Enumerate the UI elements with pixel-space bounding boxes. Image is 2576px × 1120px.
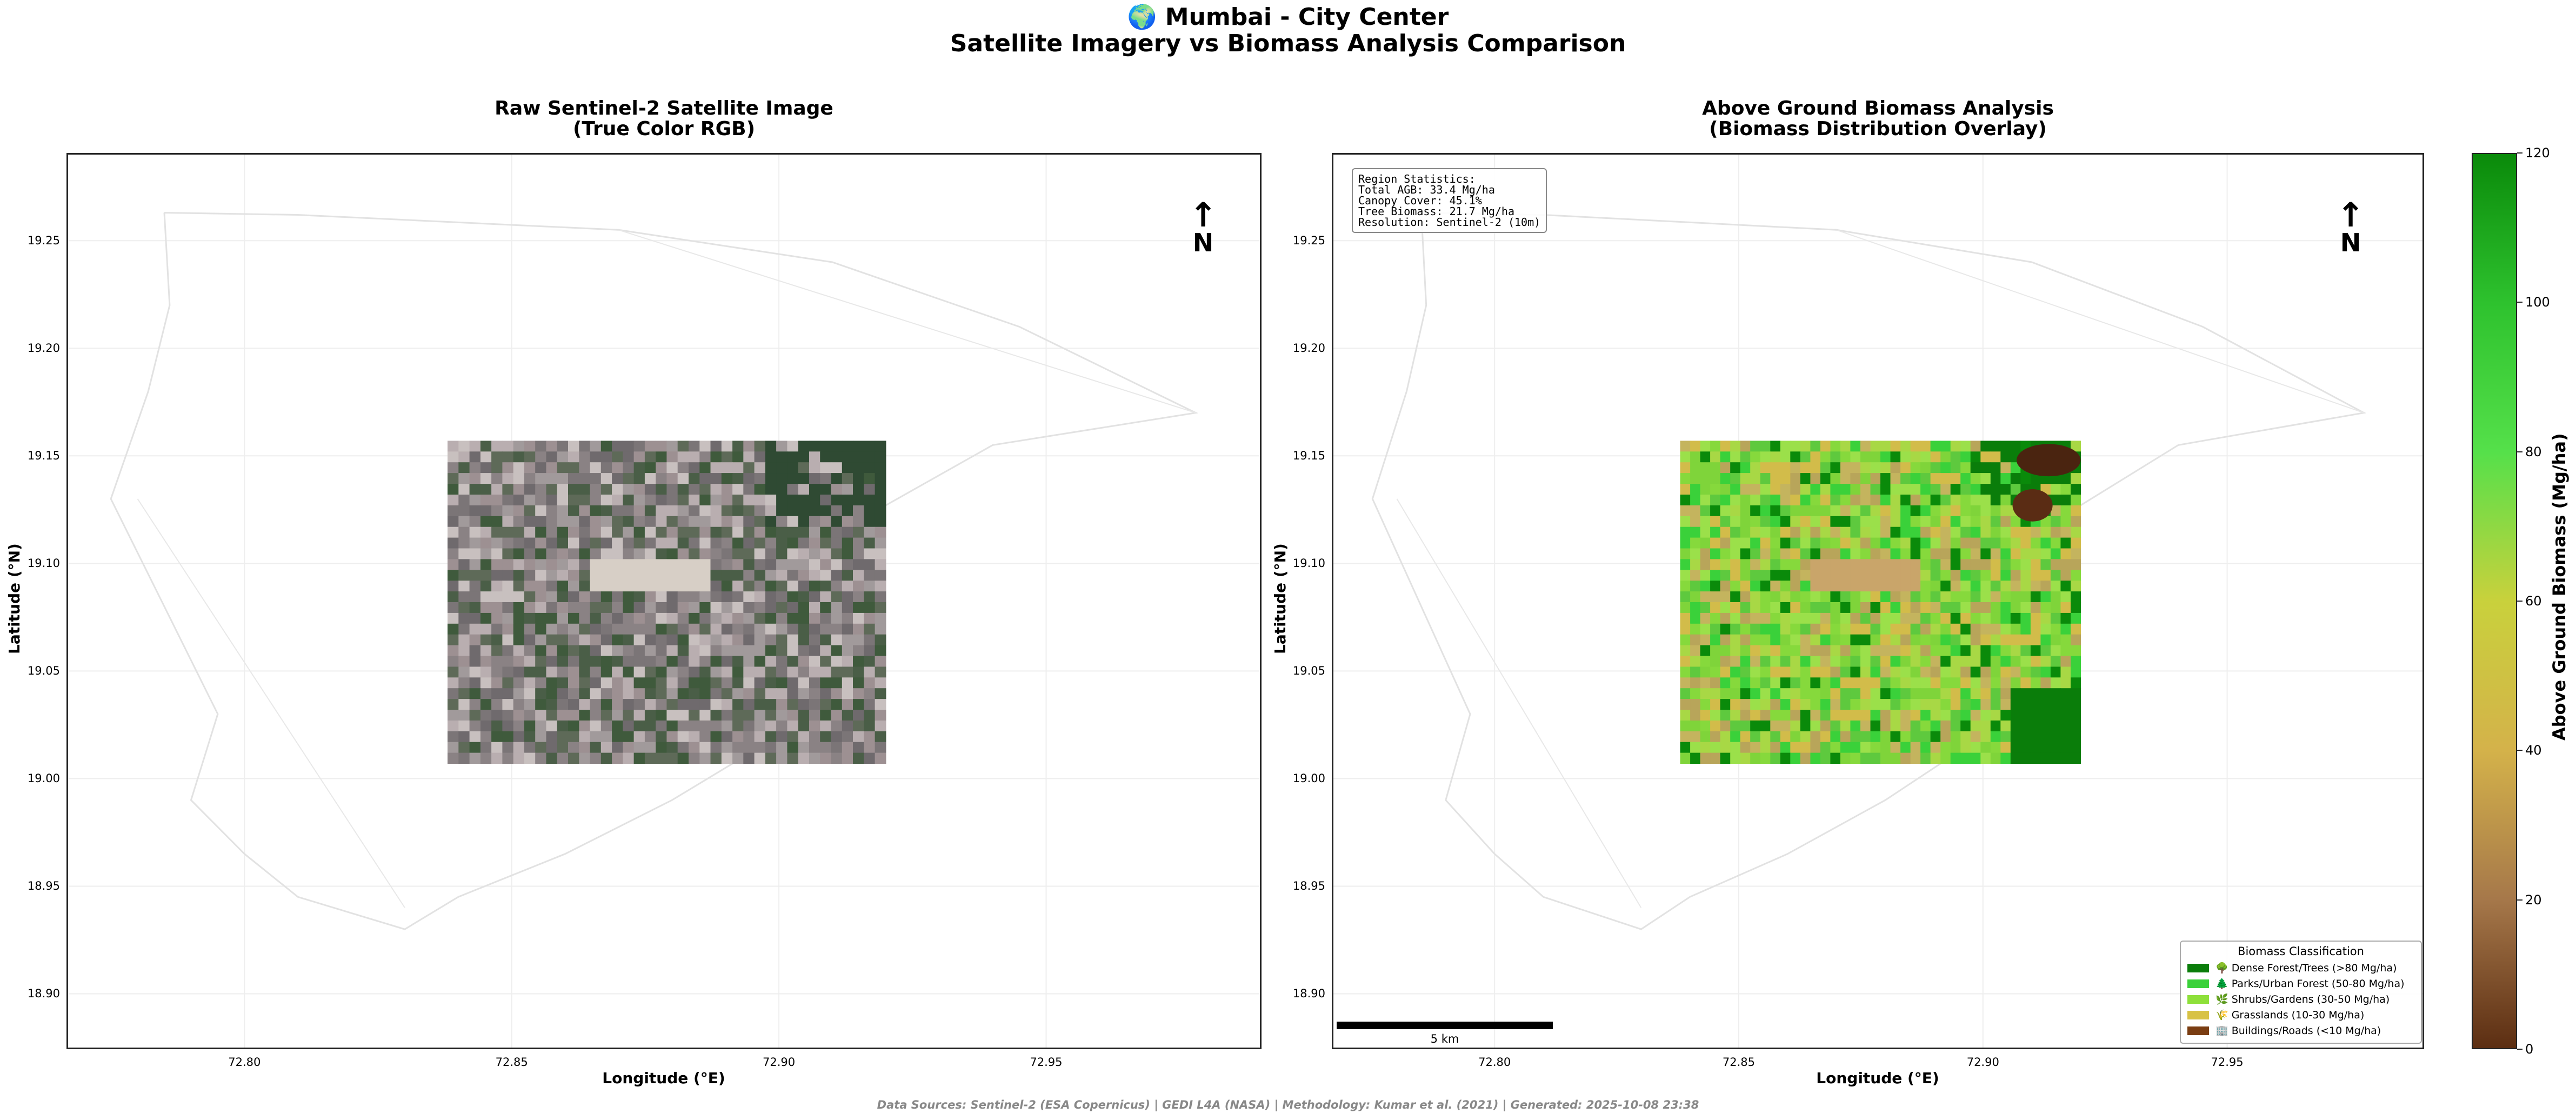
north-arrow-icon: ↑ — [2326, 200, 2375, 230]
right-panel-title: Above Ground Biomass Analysis — [1332, 98, 2424, 119]
right-x-axis-label: Longitude (°E) — [1816, 1069, 1939, 1087]
colorbar-tick-mark — [2517, 750, 2522, 751]
colorbar-tick-mark — [2517, 152, 2522, 154]
y-tick-label: 19.15 — [22, 449, 60, 462]
left-panel-title: Raw Sentinel-2 Satellite Image — [66, 98, 1262, 119]
boundary-line — [618, 230, 1196, 412]
legend-swatch — [2187, 964, 2209, 972]
legend-item: 🌳 Dense Forest/Trees (>80 Mg/ha) — [2187, 960, 2414, 976]
right-y-axis-label: Latitude (°N) — [1271, 543, 1289, 654]
low-biomass-patch — [2013, 489, 2053, 522]
satellite-raster — [448, 441, 886, 764]
y-tick-label: 18.90 — [1287, 987, 1325, 1000]
x-tick-label: 72.90 — [1967, 1056, 1999, 1069]
x-tick-label: 72.95 — [1030, 1056, 1062, 1069]
stats-line: Canopy Cover: 45.1% — [1358, 195, 1540, 206]
north-arrow-label: N — [1179, 230, 1227, 255]
y-tick-label: 18.90 — [22, 987, 60, 1000]
colorbar-tick-label: 0 — [2525, 1042, 2533, 1057]
legend-item: 🌲 Parks/Urban Forest (50-80 Mg/ha) — [2187, 976, 2414, 991]
biomass-legend: Biomass Classification 🌳 Dense Forest/Tr… — [2180, 941, 2422, 1044]
legend-item-label: 🌾 Grasslands (10-30 Mg/ha) — [2215, 1009, 2364, 1021]
colorbar-tick-mark — [2517, 899, 2522, 901]
y-tick-label: 18.95 — [22, 879, 60, 892]
colorbar-tick-label: 20 — [2525, 892, 2542, 908]
colorbar-tick-mark — [2517, 451, 2522, 452]
colorbar-tick-label: 40 — [2525, 743, 2542, 758]
y-tick-label: 19.25 — [1287, 234, 1325, 247]
satellite-image-map[interactable]: ↑ N — [66, 153, 1262, 1049]
legend-item-label: 🌲 Parks/Urban Forest (50-80 Mg/ha) — [2215, 977, 2405, 990]
legend-item: 🏢 Buildings/Roads (<10 Mg/ha) — [2187, 1023, 2414, 1038]
region-statistics-box: Region Statistics: Total AGB: 33.4 Mg/ha… — [1352, 168, 1547, 233]
y-tick-label: 19.00 — [1287, 772, 1325, 785]
boundary-line — [1397, 499, 1641, 908]
scale-bar — [1337, 1022, 1553, 1029]
colorbar-tick-label: 100 — [2525, 295, 2550, 310]
legend-swatch — [2187, 979, 2209, 988]
biomass-raster — [1680, 441, 2081, 764]
stats-line: Resolution: Sentinel-2 (10m) — [1358, 217, 1540, 228]
figure-title: 🌍 Mumbai - City Center — [0, 4, 2576, 30]
legend-item-label: 🏢 Buildings/Roads (<10 Mg/ha) — [2215, 1024, 2381, 1037]
colorbar-tick-mark — [2517, 302, 2522, 303]
colorbar-tick-label: 60 — [2525, 594, 2542, 609]
y-tick-label: 19.10 — [1287, 557, 1325, 570]
x-tick-label: 72.85 — [496, 1056, 528, 1069]
legend-title: Biomass Classification — [2187, 945, 2414, 958]
y-tick-label: 19.15 — [1287, 449, 1325, 462]
colorbar-tick-label: 120 — [2525, 145, 2550, 161]
x-tick-label: 72.90 — [763, 1056, 795, 1069]
scale-bar-label: 5 km — [1431, 1032, 1459, 1045]
y-tick-label: 19.20 — [22, 342, 60, 355]
boundary-line — [138, 499, 405, 908]
legend-swatch — [2187, 1026, 2209, 1035]
north-arrow: ↑ N — [2326, 200, 2375, 255]
biomass-colorbar — [2472, 153, 2517, 1049]
figure-subtitle: Satellite Imagery vs Biomass Analysis Co… — [0, 31, 2576, 57]
left-x-axis-label: Longitude (°E) — [602, 1069, 725, 1087]
north-arrow-label: N — [2326, 230, 2375, 255]
y-tick-label: 19.10 — [22, 557, 60, 570]
y-tick-label: 19.05 — [22, 664, 60, 677]
colorbar-tick-mark — [2517, 1049, 2522, 1050]
colorbar-tick-mark — [2517, 601, 2522, 602]
x-tick-label: 72.85 — [1723, 1056, 1755, 1069]
colorbar-label: Above Ground Biomass (Mg/ha) — [2549, 433, 2570, 741]
stats-line: Tree Biomass: 21.7 Mg/ha — [1358, 206, 1540, 217]
north-arrow: ↑ N — [1179, 200, 1227, 255]
stats-line: Region Statistics: — [1358, 174, 1540, 184]
low-biomass-patch — [2017, 444, 2081, 476]
y-tick-label: 18.95 — [1287, 879, 1325, 892]
stats-line: Total AGB: 33.4 Mg/ha — [1358, 184, 1540, 195]
boundary-line — [1837, 230, 2364, 412]
x-tick-label: 72.80 — [1478, 1056, 1511, 1069]
biomass-overlay-map[interactable]: ↑ N Region Statistics: Total AGB: 33.4 M… — [1332, 153, 2424, 1049]
right-panel-subtitle: (Biomass Distribution Overlay) — [1332, 118, 2424, 140]
data-sources-footer: Data Sources: Sentinel-2 (ESA Copernicus… — [0, 1098, 2576, 1111]
legend-swatch — [2187, 995, 2209, 1004]
legend-swatch — [2187, 1011, 2209, 1019]
legend-item: 🌾 Grasslands (10-30 Mg/ha) — [2187, 1007, 2414, 1023]
y-tick-label: 19.20 — [1287, 342, 1325, 355]
y-tick-label: 19.25 — [22, 234, 60, 247]
legend-item-label: 🌿 Shrubs/Gardens (30-50 Mg/ha) — [2215, 993, 2390, 1005]
left-y-axis-label: Latitude (°N) — [5, 543, 23, 654]
left-panel-subtitle: (True Color RGB) — [66, 118, 1262, 140]
colorbar-tick-label: 80 — [2525, 444, 2542, 459]
x-tick-label: 72.80 — [228, 1056, 261, 1069]
legend-item: 🌿 Shrubs/Gardens (30-50 Mg/ha) — [2187, 991, 2414, 1007]
x-tick-label: 72.95 — [2211, 1056, 2244, 1069]
legend-item-label: 🌳 Dense Forest/Trees (>80 Mg/ha) — [2215, 962, 2397, 974]
north-arrow-icon: ↑ — [1179, 200, 1227, 230]
y-tick-label: 19.05 — [1287, 664, 1325, 677]
y-tick-label: 19.00 — [22, 772, 60, 785]
